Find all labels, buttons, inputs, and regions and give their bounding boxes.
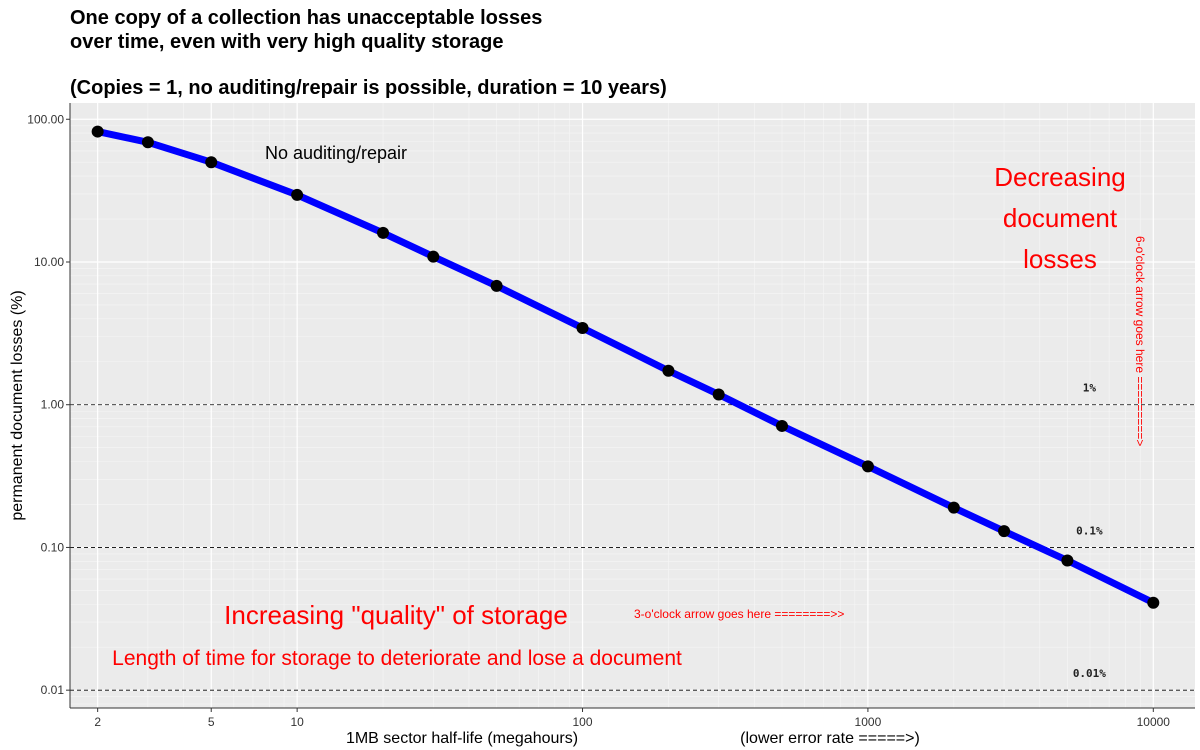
reference-line-label: 0.1%: [1076, 524, 1103, 537]
decreasing-losses-label: losses: [1023, 244, 1097, 274]
y-tick-label: 10.00: [34, 255, 64, 269]
horizontal-arrow-note: 3-o'clock arrow goes here ========>>: [634, 607, 844, 621]
y-tick-label: 0.10: [41, 540, 65, 554]
x-tick-label: 10: [290, 715, 304, 729]
title-line-2: over time, even with very high quality s…: [70, 31, 504, 53]
series-label: No auditing/repair: [265, 143, 407, 163]
data-point: [427, 250, 440, 263]
data-point: [141, 136, 154, 149]
title-line-3: (Copies = 1, no auditing/repair is possi…: [70, 77, 667, 99]
title-line-1: One copy of a collection has unacceptabl…: [70, 7, 543, 29]
x-axis-note: (lower error rate =====>): [740, 730, 920, 747]
data-point: [205, 156, 218, 169]
decreasing-losses-label: document: [1003, 203, 1118, 233]
annotations: No auditing/repair Decreasing document loss…: [112, 143, 1147, 670]
reference-line-label: 1%: [1083, 382, 1097, 395]
data-point: [662, 364, 675, 377]
data-point: [490, 279, 503, 292]
x-tick-label: 2: [94, 715, 101, 729]
x-tick-label: 100: [573, 715, 593, 729]
vertical-arrow-note: 6-o'clock arrow goes here =========>: [1133, 236, 1147, 446]
series-layer: [91, 125, 1160, 609]
data-point: [861, 460, 874, 473]
grid: [70, 103, 1195, 708]
x-tick-label: 10000: [1137, 715, 1171, 729]
data-point: [947, 501, 960, 514]
data-point: [1061, 554, 1074, 567]
y-tick-label: 1.00: [41, 398, 65, 412]
data-point: [91, 125, 104, 138]
decreasing-losses-label: Decreasing: [994, 162, 1126, 192]
reference-lines: 1% 0.1% 0.01%: [70, 382, 1195, 691]
data-point: [1147, 596, 1160, 609]
data-point: [775, 419, 788, 432]
x-axis-title: 1MB sector half-life (megahours): [346, 730, 578, 747]
data-point: [377, 226, 390, 239]
x-tick-label: 5: [208, 715, 215, 729]
x-tick-label: 1000: [855, 715, 882, 729]
increasing-quality-label: Increasing "quality" of storage: [224, 600, 568, 630]
data-point: [712, 388, 725, 401]
y-tick-label: 0.01: [41, 683, 65, 697]
y-tick-label: 100.00: [27, 112, 64, 126]
axes: 2 5 10 100 1000 10000 0.01 0.10 1.00 10.00 100.00 1…: [9, 103, 1195, 747]
series-line: [94, 128, 1157, 607]
length-of-time-label: Length of time for storage to deteriorat…: [112, 647, 682, 670]
data-point: [576, 321, 589, 334]
y-axis-title: permanent document losses (%): [9, 290, 26, 520]
reference-line-label: 0.01%: [1073, 667, 1106, 680]
data-point: [998, 525, 1011, 538]
data-point: [291, 188, 304, 201]
plot-background: [70, 103, 1195, 708]
chart-title: One copy of a collection has unacceptabl…: [70, 6, 667, 100]
